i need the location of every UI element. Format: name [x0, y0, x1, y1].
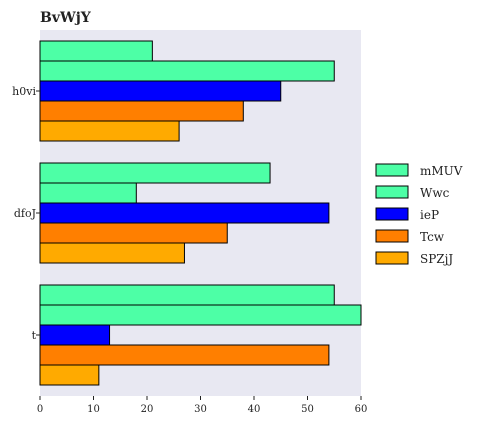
x-tick-label: 20 — [141, 404, 154, 415]
legend-swatch-SPZjJ — [375, 251, 409, 265]
category-labels: h0vi dfoJ t — [12, 85, 40, 342]
bar-mMUV-dfoJ — [39, 162, 271, 184]
x-axis: 0 10 20 30 40 50 60 — [37, 396, 368, 415]
bar-ieP-t — [39, 324, 111, 346]
bar-Wwc-dfoJ — [39, 182, 137, 204]
bar-ieP-dfoJ — [39, 202, 330, 224]
legend-label-mMUV: mMUV — [420, 164, 463, 178]
bar-Wwc-t — [39, 304, 362, 326]
bar-mMUV-t — [39, 284, 335, 306]
x-tick-label: 0 — [37, 404, 43, 415]
legend-swatch-Tcw — [375, 229, 409, 243]
bar-SPZjJ-t — [39, 364, 100, 386]
category-label-h0vi: h0vi — [12, 85, 36, 98]
bar-Wwc-h0vi — [39, 60, 335, 82]
x-tick-label: 40 — [248, 404, 261, 415]
bar-ieP-h0vi — [39, 80, 282, 102]
legend-swatch-ieP — [375, 207, 409, 221]
x-tick-label: 10 — [87, 404, 100, 415]
bar-Tcw-dfoJ — [39, 222, 228, 244]
legend-label-SPZjJ: SPZjJ — [420, 252, 453, 266]
legend-swatch-mMUV — [375, 163, 409, 177]
category-label-t: t — [32, 329, 37, 342]
category-label-dfoJ: dfoJ — [14, 207, 36, 220]
x-tick-label: 60 — [355, 404, 368, 415]
bar-Tcw-t — [39, 344, 330, 366]
legend-label-ieP: ieP — [420, 208, 439, 222]
bar-mMUV-h0vi — [39, 40, 153, 62]
bar-SPZjJ-dfoJ — [39, 242, 185, 264]
legend-label-Tcw: Tcw — [420, 230, 445, 244]
bars-group — [39, 40, 362, 386]
bar-Tcw-h0vi — [39, 100, 244, 122]
x-tick-label: 30 — [194, 404, 207, 415]
legend-label-Wwc: Wwc — [420, 186, 450, 200]
bar-SPZjJ-h0vi — [39, 120, 180, 142]
legend-swatch-Wwc — [375, 185, 409, 199]
chart-title: BvWjY — [40, 10, 92, 26]
x-tick-label: 50 — [301, 404, 314, 415]
legend: mMUV Wwc ieP Tcw SPZjJ — [375, 163, 463, 266]
